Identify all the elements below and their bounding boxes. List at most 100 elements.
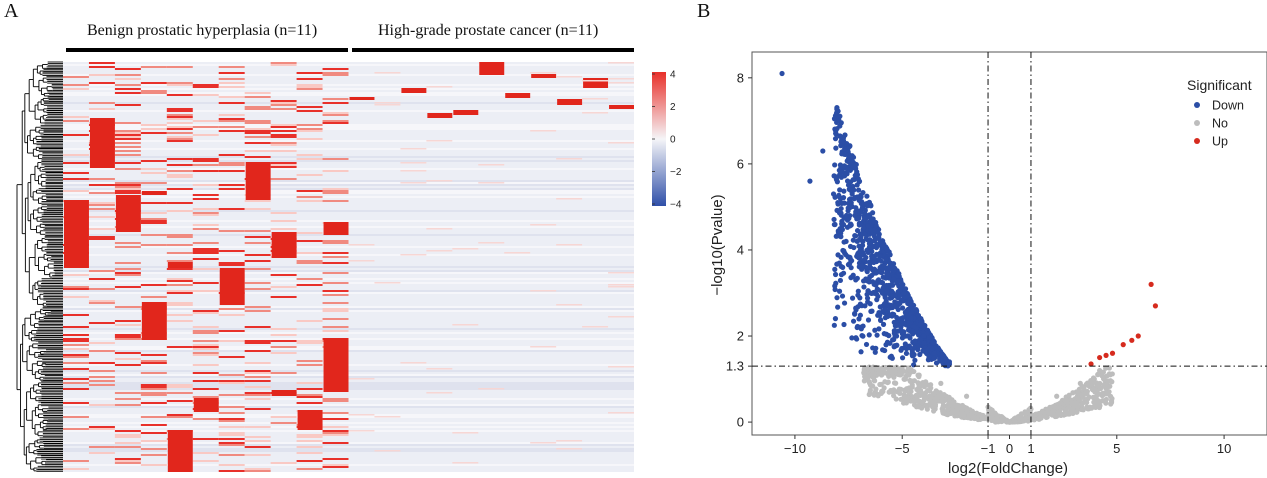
heatmap-cell — [322, 400, 349, 402]
heatmap-cell — [270, 340, 297, 342]
point-no — [888, 364, 894, 371]
point-down — [918, 320, 924, 326]
point-down — [896, 273, 902, 280]
point-no — [1028, 416, 1034, 422]
colorbar-ticks: 420−2−4 — [652, 70, 682, 211]
heatmap-cell — [296, 260, 323, 262]
point-no — [1090, 380, 1096, 386]
point-down — [939, 352, 945, 358]
point-down — [935, 345, 941, 351]
heatmap-row-stripe — [63, 160, 634, 162]
point-down — [918, 337, 924, 343]
point-down — [942, 357, 949, 364]
point-down — [835, 252, 841, 258]
heatmap-cell — [322, 430, 349, 432]
heatmap-cell — [114, 146, 141, 148]
point-down — [897, 278, 903, 284]
heatmap-cell — [88, 236, 115, 238]
heatmap-cell — [166, 118, 193, 120]
point-no — [1090, 375, 1097, 381]
point-down — [843, 150, 850, 156]
heatmap-cell — [296, 138, 323, 140]
point-no — [894, 370, 900, 376]
point-no — [1049, 412, 1055, 418]
point-no — [891, 365, 897, 372]
heatmap-cell — [296, 130, 323, 132]
point-down — [872, 290, 878, 296]
point-down — [836, 260, 842, 266]
heatmap-cell — [296, 86, 323, 88]
heatmap-cell — [192, 198, 219, 200]
point-no — [1107, 372, 1113, 378]
point-no — [1089, 383, 1095, 389]
point-down — [928, 338, 934, 345]
point-down — [908, 315, 915, 321]
point-no — [875, 393, 881, 399]
point-down — [935, 350, 941, 356]
point-down — [857, 324, 863, 330]
point-no — [1025, 418, 1031, 424]
point-down — [866, 199, 873, 205]
point-down — [842, 250, 848, 256]
point-down — [834, 126, 840, 132]
heatmap-cell — [140, 384, 167, 386]
point-no — [1021, 417, 1027, 423]
point-no — [1054, 407, 1060, 413]
point-no — [907, 378, 913, 384]
point-no — [1053, 410, 1059, 417]
point-no — [986, 415, 992, 422]
point-down — [932, 344, 938, 350]
heatmap-cell — [192, 248, 219, 250]
point-down — [860, 278, 867, 284]
point-down — [940, 356, 946, 362]
point-down — [911, 302, 917, 309]
point-no — [979, 415, 985, 422]
point-down — [901, 345, 907, 351]
point-down — [931, 343, 937, 349]
point-no — [945, 410, 951, 416]
point-down — [914, 323, 921, 329]
point-no — [1036, 415, 1042, 421]
heatmap-cell — [114, 104, 141, 106]
heatmap-cell — [218, 380, 245, 382]
point-down — [872, 227, 878, 233]
point-no — [1075, 405, 1081, 411]
heatmap-cell — [192, 212, 219, 214]
point-no — [862, 365, 868, 371]
point-down — [886, 275, 892, 281]
point-down — [892, 343, 899, 349]
point-down — [837, 171, 843, 178]
heatmap-cell — [192, 194, 219, 196]
point-no — [1070, 399, 1076, 405]
point-down — [841, 151, 848, 157]
point-no — [1005, 419, 1011, 425]
point-no — [1075, 390, 1081, 396]
heatmap-cell — [452, 324, 479, 326]
point-down — [904, 315, 911, 321]
point-no — [1052, 413, 1058, 420]
point-no — [886, 373, 892, 379]
point-down — [884, 247, 891, 253]
point-down — [873, 223, 879, 230]
heatmap-cell — [322, 294, 349, 296]
heatmap-cell — [270, 220, 297, 222]
point-no — [1095, 391, 1101, 397]
point-down — [865, 200, 871, 207]
point-down — [840, 138, 847, 144]
point-down — [920, 348, 926, 354]
point-down — [936, 350, 942, 357]
point-no — [1046, 405, 1052, 412]
point-no — [1104, 384, 1110, 390]
heatmap-cell — [270, 162, 297, 164]
heatmap-cell — [63, 362, 89, 364]
point-down — [933, 343, 939, 349]
heatmap-cell — [608, 284, 634, 286]
point-down — [893, 268, 899, 275]
point-down — [864, 269, 870, 275]
point-down — [924, 327, 931, 333]
point-down — [833, 233, 839, 239]
point-down — [907, 296, 913, 303]
point-no — [1085, 396, 1091, 402]
heatmap-row-stripe — [63, 406, 634, 408]
heatmap-cell — [88, 82, 115, 84]
